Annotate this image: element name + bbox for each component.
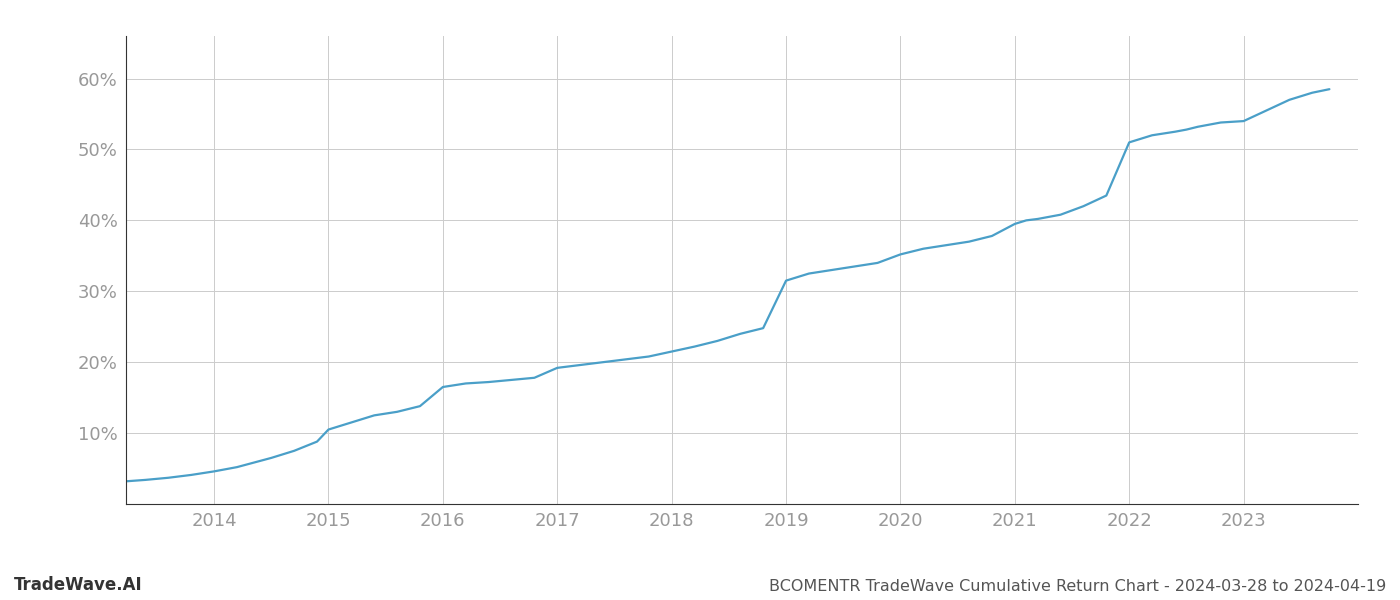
Text: BCOMENTR TradeWave Cumulative Return Chart - 2024-03-28 to 2024-04-19: BCOMENTR TradeWave Cumulative Return Cha…	[769, 579, 1386, 594]
Text: TradeWave.AI: TradeWave.AI	[14, 576, 143, 594]
